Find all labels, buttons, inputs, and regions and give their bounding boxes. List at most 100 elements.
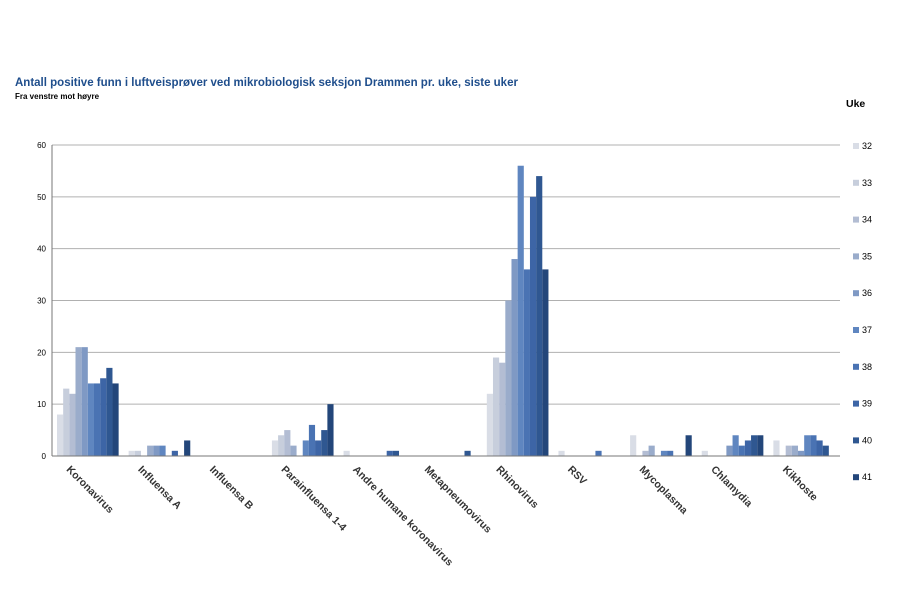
chart-title: Antall positive funn i luftveisprøver ve… [15,77,518,89]
bar [791,445,799,456]
bar [505,300,512,456]
bar [112,383,119,456]
y-tick-label: 30 [37,297,46,306]
bar [630,435,637,456]
bar [278,435,285,456]
legend-entry: 37 [862,325,872,335]
bar [147,445,154,456]
bar [87,383,94,456]
y-tick-label: 20 [37,348,46,357]
bar [184,440,191,456]
bar [667,450,674,456]
bar [284,430,291,456]
legend-entry: 40 [862,435,872,445]
legend-swatch [853,290,859,297]
bar [392,450,400,456]
bar [343,450,350,456]
x-tick-label: Rhinovirus [494,464,541,511]
bar [738,445,745,456]
bar [558,450,565,456]
legend-entry: 39 [862,399,872,409]
legend-swatch [853,437,859,444]
grid-lines [52,144,840,457]
legend-entry: 33 [862,178,872,188]
y-tick-label: 50 [37,193,46,202]
legend-swatch [853,400,859,407]
y-tick-label: 10 [37,400,46,409]
bar [816,440,823,456]
bar [308,424,316,456]
legend-title: Uke [846,98,865,110]
x-tick-label: Parainfluensa 1-4 [279,464,349,534]
legend-swatch [853,216,859,223]
y-tick-label: 60 [37,141,46,150]
bar [290,445,297,456]
x-tick-label: Kikhoste [780,464,820,504]
legend-entry: 38 [862,362,872,372]
bar [128,450,135,456]
bar [757,435,764,456]
bar [464,450,471,456]
legend-entry: 32 [862,141,872,151]
bar [648,445,655,456]
y-tick-label: 0 [42,452,47,461]
x-axis: Koronavirus Influensa A Influensa B Parainf… [52,455,840,569]
legend-swatch [853,143,859,149]
legend-swatch [853,474,859,481]
bar [386,450,393,456]
bar [529,196,537,457]
bar [701,450,708,456]
bar [106,367,113,456]
bar [810,435,817,456]
x-tick-label: Metapneumovirus [422,464,494,536]
legend-entry: 34 [862,215,872,225]
bar [492,357,500,456]
y-axis: 0 10 20 30 40 50 60 [37,141,53,461]
chart-subtitle: Fra venstre mot høyre [15,92,100,101]
x-tick-label: Chlamydia [708,464,754,510]
bar [511,259,518,456]
bar [153,445,160,456]
bar [660,450,668,456]
bar [134,450,141,456]
bar-group [57,165,829,457]
x-tick-label: Mycoplasma [637,464,690,517]
legend-entry: 35 [862,251,872,261]
bar [804,435,811,456]
bar [499,362,506,456]
bar [486,393,493,456]
bar [315,440,322,456]
bar [327,404,334,456]
x-tick-label: Influensa B [207,464,256,513]
bar [75,347,82,456]
bar [785,445,792,456]
bar [822,445,829,456]
bar [159,445,166,456]
bar [93,383,101,456]
bar [81,347,88,456]
bar [517,165,524,456]
bar [726,445,733,456]
bar [536,176,543,456]
bar [595,450,602,456]
bar [57,414,64,456]
bar [773,440,780,456]
bar [642,450,649,456]
bar [69,393,76,456]
bar [542,269,549,456]
bar [744,440,752,456]
bar [63,388,70,456]
bar [732,435,739,456]
legend-swatch [853,179,859,186]
legend-entry: 36 [862,288,872,298]
x-tick-label: RSV [565,464,589,488]
bar [523,269,530,456]
bar [171,450,178,456]
legend-swatch [853,327,859,333]
bar [321,430,328,456]
bar [751,435,758,456]
legend: Uke 32 33 34 35 36 37 38 39 40 41 [846,98,872,482]
y-tick-label: 40 [37,245,46,254]
bar [302,440,309,456]
